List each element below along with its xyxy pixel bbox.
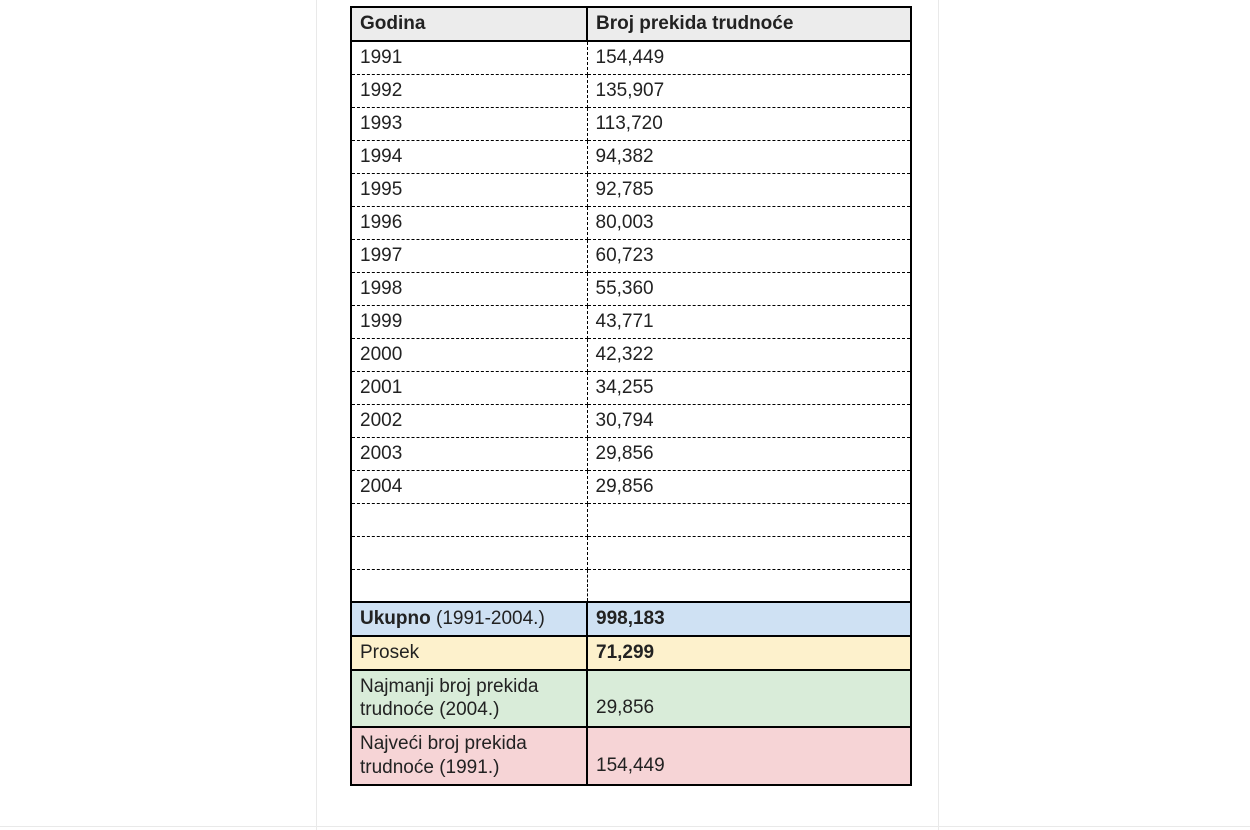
cell-value: 42,322 [587, 338, 911, 371]
cell-value: 113,720 [587, 107, 911, 140]
table-row: 1998 55,360 [351, 272, 911, 305]
cell-value: 154,449 [587, 41, 911, 74]
table-row: 1997 60,723 [351, 239, 911, 272]
cell-value: 94,382 [587, 140, 911, 173]
summary-row-total: Ukupno (1991-2004.) 998,183 [351, 602, 911, 636]
cell-year: 1999 [351, 305, 587, 338]
table-row: 2002 30,794 [351, 404, 911, 437]
cell-year: 1995 [351, 173, 587, 206]
cell-year: 1991 [351, 41, 587, 74]
cell-value: 29,856 [587, 437, 911, 470]
table-row: 1996 80,003 [351, 206, 911, 239]
cell-value: 43,771 [587, 305, 911, 338]
table-row-empty [351, 503, 911, 536]
table-row: 1991 154,449 [351, 41, 911, 74]
col-header-year: Godina [351, 7, 587, 41]
cell-value: 55,360 [587, 272, 911, 305]
cell-empty [351, 503, 587, 536]
cell-value: 30,794 [587, 404, 911, 437]
cell-value: 34,255 [587, 371, 911, 404]
cell-year: 1992 [351, 74, 587, 107]
table-row: 1993 113,720 [351, 107, 911, 140]
summary-row-min: Najmanji broj prekida trudnoće (2004.) 2… [351, 670, 911, 728]
table-row: 2004 29,856 [351, 470, 911, 503]
cell-value: 135,907 [587, 74, 911, 107]
cell-year: 2001 [351, 371, 587, 404]
table-row: 1999 43,771 [351, 305, 911, 338]
summary-label-max: Najveći broj prekida trudnoće (1991.) [351, 727, 587, 785]
summary-value-total: 998,183 [587, 602, 911, 636]
cell-empty [351, 536, 587, 569]
summary-value-min: 29,856 [587, 670, 911, 728]
summary-value-max: 154,449 [587, 727, 911, 785]
cell-empty [587, 569, 911, 602]
summary-label-avg: Prosek [351, 636, 587, 670]
table-row-empty [351, 569, 911, 602]
cell-year: 2003 [351, 437, 587, 470]
cell-value: 60,723 [587, 239, 911, 272]
summary-row-avg: Prosek 71,299 [351, 636, 911, 670]
table-row: 1994 94,382 [351, 140, 911, 173]
table-row-empty [351, 536, 911, 569]
table-row: 2003 29,856 [351, 437, 911, 470]
summary-label-total-rest: (1991-2004.) [431, 608, 545, 629]
table-row: 2001 34,255 [351, 371, 911, 404]
summary-label-total: Ukupno (1991-2004.) [351, 602, 587, 636]
data-table: Godina Broj prekida trudnoće 1991 154,44… [350, 6, 910, 786]
cell-year: 2002 [351, 404, 587, 437]
cell-value: 92,785 [587, 173, 911, 206]
table-row: 1995 92,785 [351, 173, 911, 206]
cell-year: 2004 [351, 470, 587, 503]
summary-label-total-bold: Ukupno [360, 608, 431, 629]
cell-value: 80,003 [587, 206, 911, 239]
summary-row-max: Najveći broj prekida trudnoće (1991.) 15… [351, 727, 911, 785]
table-header-row: Godina Broj prekida trudnoće [351, 7, 911, 41]
cell-year: 1993 [351, 107, 587, 140]
cell-value: 29,856 [587, 470, 911, 503]
cell-year: 1994 [351, 140, 587, 173]
summary-value-avg: 71,299 [587, 636, 911, 670]
cell-empty [587, 503, 911, 536]
col-header-count: Broj prekida trudnoće [587, 7, 911, 41]
cell-year: 1998 [351, 272, 587, 305]
cell-empty [587, 536, 911, 569]
cell-year: 1996 [351, 206, 587, 239]
cell-empty [351, 569, 587, 602]
table-row: 1992 135,907 [351, 74, 911, 107]
cell-year: 1997 [351, 239, 587, 272]
summary-label-min: Najmanji broj prekida trudnoće (2004.) [351, 670, 587, 728]
table-row: 2000 42,322 [351, 338, 911, 371]
cell-year: 2000 [351, 338, 587, 371]
